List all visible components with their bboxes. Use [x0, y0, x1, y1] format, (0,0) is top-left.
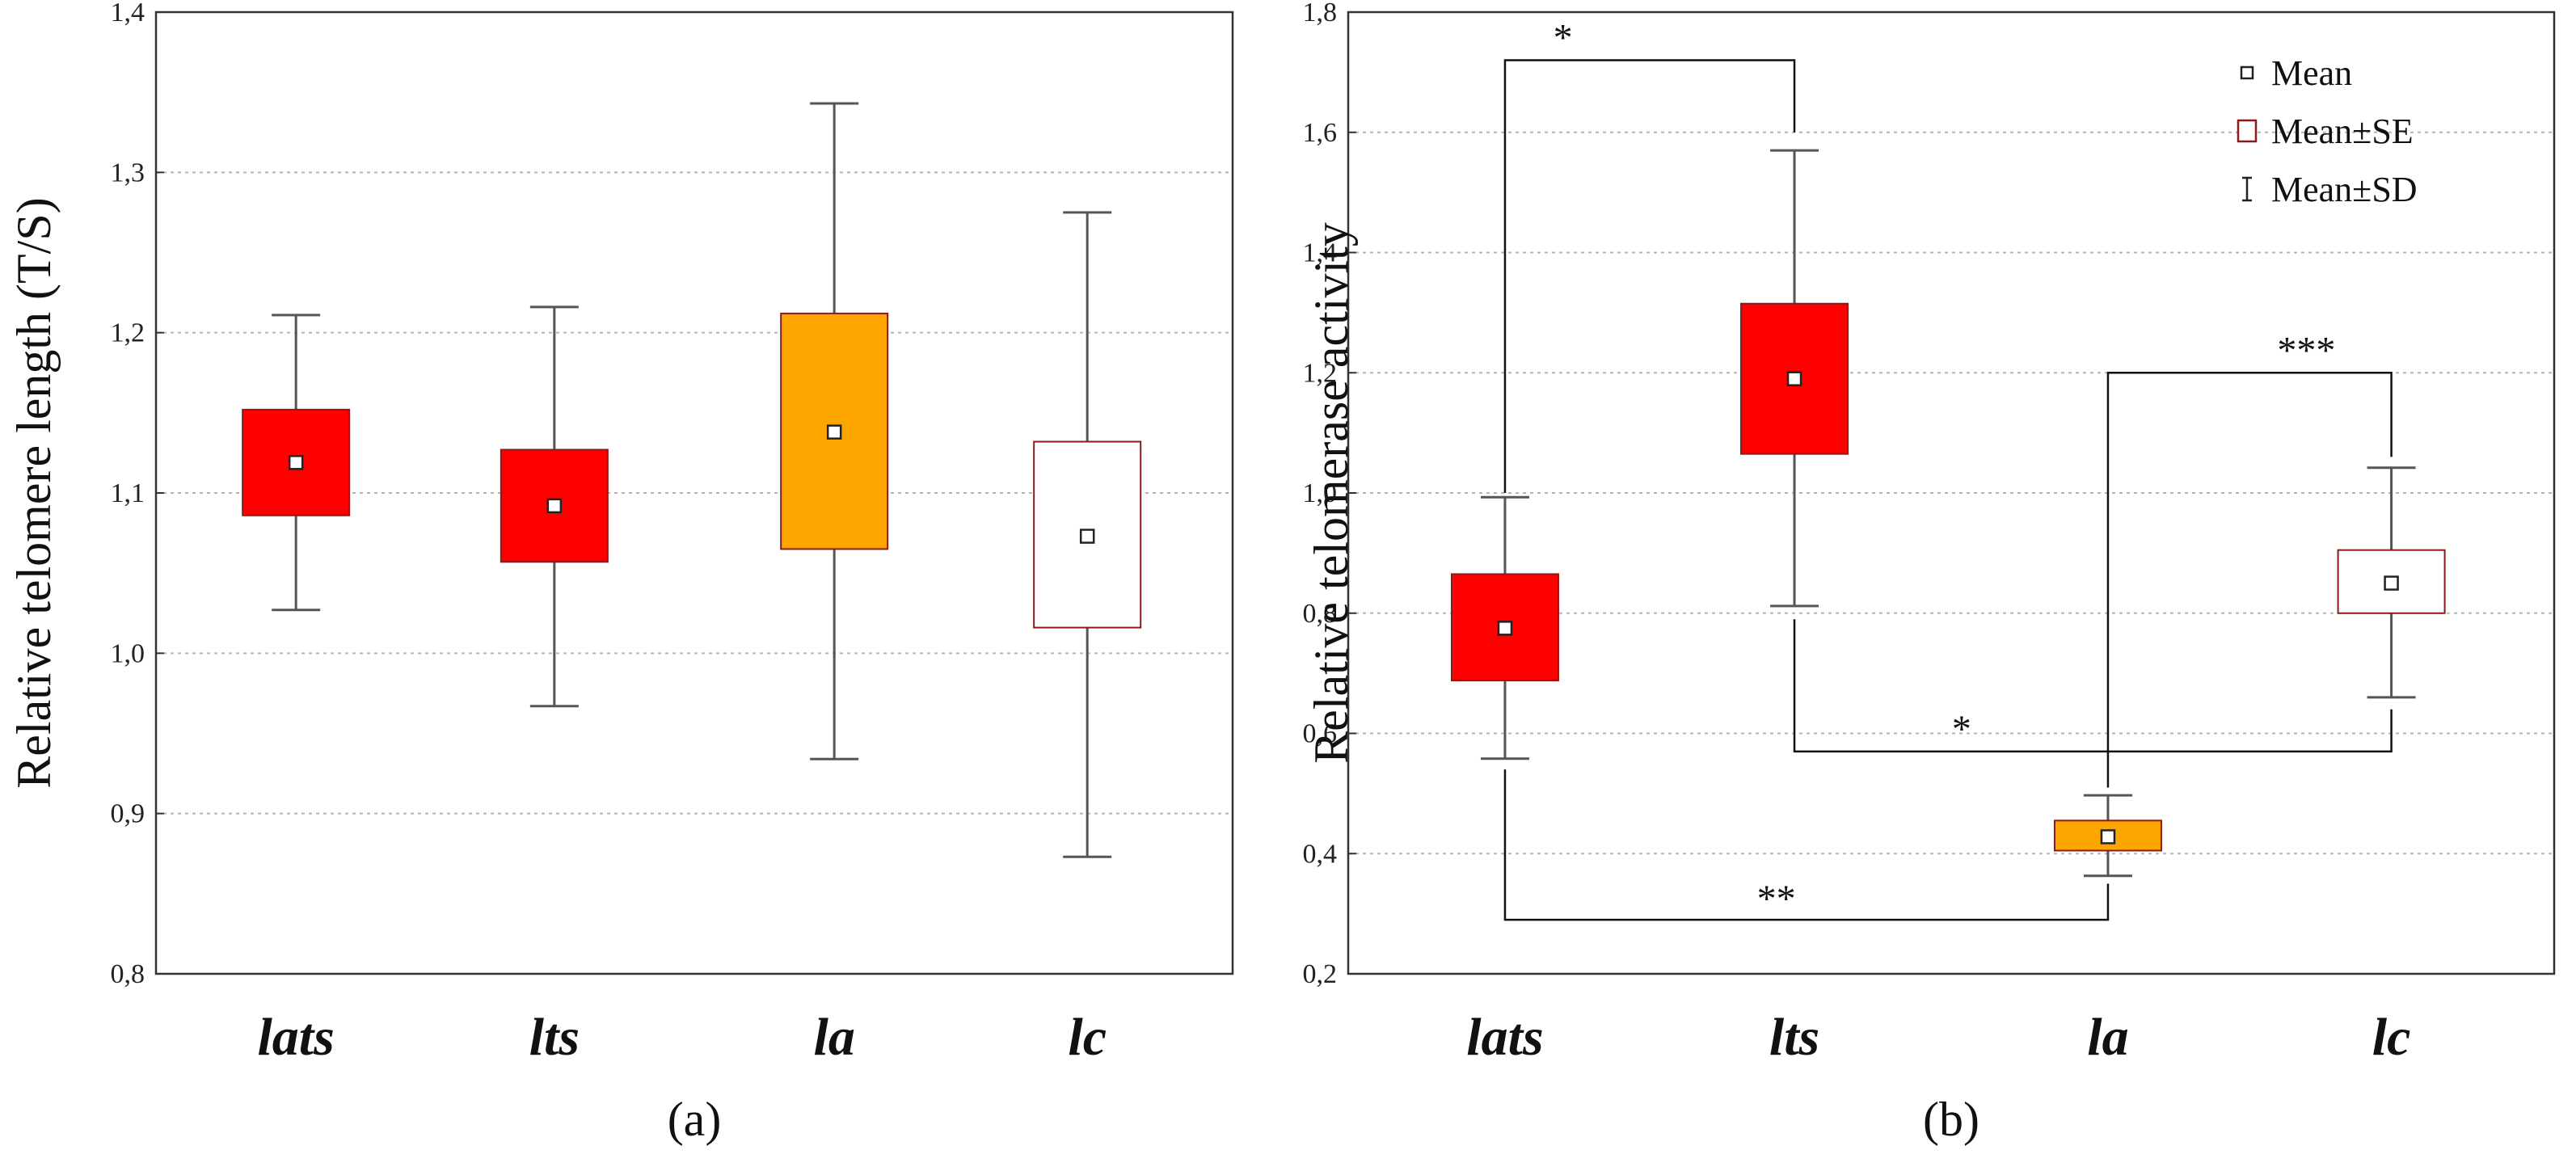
- y-tick-label: 1,2: [1303, 358, 1338, 388]
- mean-marker: [826, 424, 842, 440]
- box-lts: [1740, 149, 1849, 608]
- box-lc: [1033, 211, 1142, 858]
- y-tick-label: 0,9: [111, 799, 145, 829]
- panel-label: (b): [1923, 1093, 1979, 1146]
- significance-label: **: [1757, 878, 1796, 920]
- y-tick-label: 1,3: [111, 158, 145, 187]
- box-lats: [1450, 495, 1559, 760]
- x-category-label: la: [813, 1008, 854, 1067]
- significance-label: ***: [2277, 329, 2335, 372]
- y-tick-label: 1,8: [1303, 0, 1338, 27]
- x-category-label: lats: [257, 1008, 334, 1067]
- legend-label: Mean±SE: [2271, 112, 2414, 151]
- significance-bracket: *: [1793, 619, 2393, 753]
- x-category-label: lats: [1466, 1008, 1543, 1067]
- legend-symbol-mean: [2240, 65, 2254, 80]
- box-la: [780, 102, 889, 760]
- y-tick-label: 1,2: [111, 318, 145, 348]
- box-lats: [242, 314, 351, 612]
- legend-symbol-se: [2237, 119, 2258, 143]
- y-tick-label: 0,2: [1303, 959, 1338, 989]
- x-category-label: lts: [1769, 1008, 1819, 1067]
- panel-label: (a): [668, 1093, 722, 1146]
- x-category-label: lc: [1068, 1008, 1107, 1067]
- plot-frame: [1347, 11, 2556, 975]
- x-category-label: lts: [529, 1008, 580, 1067]
- mean-marker: [1786, 371, 1802, 386]
- significance-label: *: [1952, 708, 1971, 751]
- y-tick-label: 0,8: [111, 959, 145, 989]
- bracket-line: [1503, 59, 1796, 493]
- mean-marker: [1079, 529, 1095, 544]
- y-tick-label: 0,4: [1303, 839, 1338, 869]
- significance-bracket: *: [1503, 17, 1796, 493]
- significance-bracket: **: [1503, 769, 2110, 921]
- chart-panel-a: 0,8 0,9 1,0 1,1 1,2 1,3 1,4 Relative telomere l…: [7, 0, 1234, 1146]
- box-lc: [2337, 466, 2446, 699]
- bracket-line: [1503, 769, 2110, 921]
- legend-label: Mean: [2271, 53, 2352, 93]
- plot-frame: [154, 11, 1234, 975]
- y-axis-label: Relative telomere length (T/S): [7, 197, 61, 788]
- bracket-line: [1793, 619, 2393, 753]
- y-tick-label: 1,0: [1303, 478, 1338, 508]
- mean-marker: [546, 498, 563, 514]
- y-axis-label: Relative telomerase activity: [1305, 222, 1358, 764]
- significance-label: *: [1554, 17, 1573, 60]
- legend-label: Mean±SD: [2271, 170, 2418, 209]
- mean-marker: [288, 455, 304, 470]
- y-tick-label: 1,1: [111, 478, 145, 508]
- mean-marker: [2384, 575, 2399, 591]
- y-tick-label: 1,0: [111, 638, 145, 668]
- legend: Mean Mean±SE Mean±SD: [2237, 53, 2418, 209]
- mean-marker: [1497, 621, 1513, 636]
- y-tick-label: 0,6: [1303, 719, 1338, 749]
- bracket-line: [2106, 372, 2393, 788]
- mean-marker: [2100, 829, 2116, 845]
- y-tick-label: 1,4: [1303, 238, 1338, 268]
- box-lts: [500, 305, 609, 708]
- y-tick-label: 0,8: [1303, 599, 1338, 629]
- x-category-label: lc: [2372, 1008, 2411, 1067]
- chart-panel-b: 0,2 0,4 0,6 0,8 1,0 1,2 1,4 1,6 1,8 Relative telo…: [1303, 0, 2556, 1146]
- x-category-label: la: [2087, 1008, 2128, 1067]
- box-la: [2053, 794, 2162, 878]
- significance-bracket: ***: [2106, 329, 2393, 788]
- y-tick-label: 1,6: [1303, 118, 1338, 148]
- y-tick-label: 1,4: [111, 0, 145, 27]
